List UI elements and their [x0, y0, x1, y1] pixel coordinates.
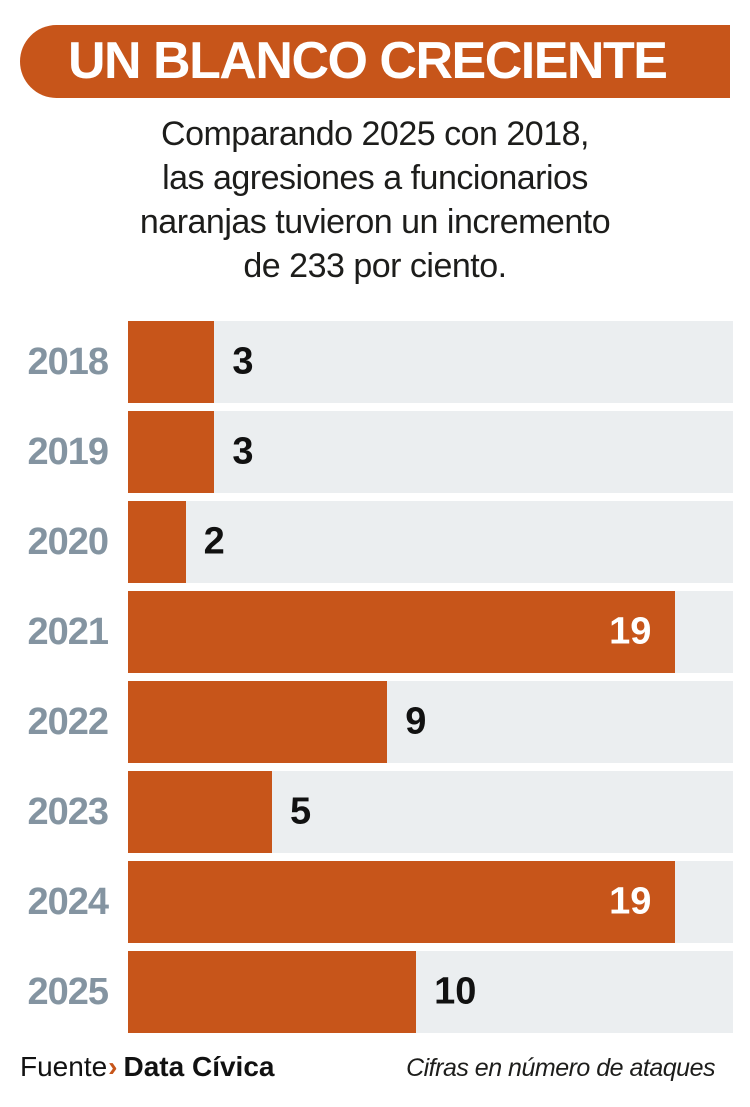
table-row: 2021 19 [0, 591, 750, 673]
chevron-right-icon: › [108, 1051, 118, 1082]
bar-track: 9 [128, 681, 733, 763]
bar-track: 3 [128, 321, 733, 403]
table-row: 2022 9 [0, 681, 750, 763]
table-row: 2024 19 [0, 861, 750, 943]
units-note: Cifras en número de ataques [406, 1054, 715, 1082]
year-label: 2023 [27, 791, 109, 833]
bar-chart: 2018 3 2019 3 2020 2 2021 [0, 321, 750, 1033]
value-label: 19 [609, 880, 652, 923]
value-label: 10 [434, 970, 477, 1013]
table-row: 2023 5 [0, 771, 750, 853]
bar-track: 5 [128, 771, 733, 853]
bar [128, 771, 273, 853]
source-label: Fuente [20, 1051, 108, 1082]
value-label: 3 [232, 430, 254, 473]
bar-track: 10 [128, 951, 733, 1033]
value-label: 2 [203, 520, 225, 563]
year-label: 2019 [27, 431, 109, 473]
bar-track: 3 [128, 411, 733, 493]
bar [128, 321, 215, 403]
year-label: 2021 [27, 611, 109, 653]
table-row: 2019 3 [0, 411, 750, 493]
bar [128, 501, 186, 583]
bar-track: 19 [128, 591, 733, 673]
page-title: UN BLANCO CRECIENTE [68, 32, 668, 90]
table-row: 2018 3 [0, 321, 750, 403]
table-row: 2020 2 [0, 501, 750, 583]
value-label: 19 [609, 610, 652, 653]
bar [128, 591, 676, 673]
header-banner: UN BLANCO CRECIENTE [20, 25, 730, 98]
year-label: 2024 [27, 881, 109, 923]
subtitle: Comparando 2025 con 2018, las agresiones… [0, 112, 750, 288]
footer: Fuente› Data Cívica Cifras en número de a… [0, 1051, 750, 1083]
subtitle-line: de 233 por ciento. [243, 247, 507, 285]
year-label: 2022 [27, 701, 109, 743]
bar [128, 861, 676, 943]
subtitle-line: Comparando 2025 con 2018, [161, 115, 589, 153]
value-label: 9 [405, 700, 427, 743]
bar [128, 411, 215, 493]
value-label: 3 [232, 340, 254, 383]
source-name: Data Cívica [123, 1051, 275, 1082]
table-row: 2025 10 [0, 951, 750, 1033]
subtitle-line: las agresiones a funcionarios [162, 159, 588, 197]
year-label: 2018 [27, 341, 109, 383]
source-credit: Fuente› Data Cívica [20, 1051, 274, 1083]
year-label: 2020 [27, 521, 109, 563]
bar-track: 19 [128, 861, 733, 943]
infographic: UN BLANCO CRECIENTE Comparando 2025 con … [0, 25, 750, 1107]
year-label: 2025 [27, 971, 109, 1013]
bar-track: 2 [128, 501, 733, 583]
subtitle-line: naranjas tuvieron un incremento [139, 203, 611, 241]
bar [128, 681, 388, 763]
bar [128, 951, 417, 1033]
value-label: 5 [290, 790, 312, 833]
